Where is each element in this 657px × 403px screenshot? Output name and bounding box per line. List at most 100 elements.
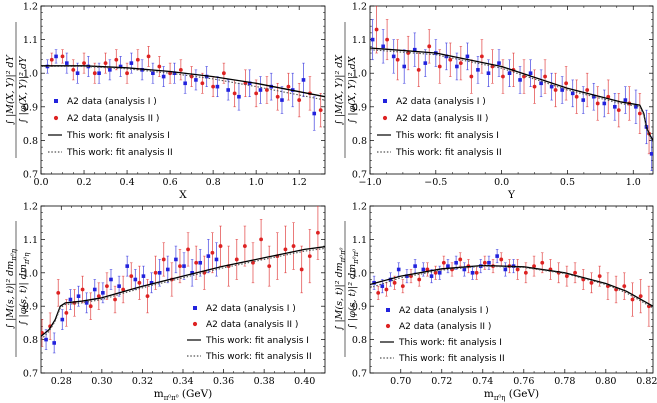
x-tick-label: 0.0 xyxy=(494,177,509,188)
data-point-square xyxy=(54,54,58,59)
legend-label: A2 data (analysis II ) xyxy=(399,322,491,332)
legend-entry-4: This work: fit analysis II xyxy=(48,148,173,158)
data-point-circle xyxy=(417,277,422,282)
plot-frame xyxy=(369,5,654,175)
data-point-circle xyxy=(573,270,577,275)
data-point-circle xyxy=(221,71,226,76)
data-point-circle xyxy=(392,280,397,285)
legend-label: This work: fit analysis I xyxy=(66,131,170,141)
x-tick-label: 0.80 xyxy=(595,376,616,387)
data-point-square xyxy=(45,64,50,69)
data-point-square xyxy=(613,105,617,109)
data-point-circle xyxy=(121,287,126,292)
legend-label: A2 data (analysis II ) xyxy=(67,114,159,124)
data-point-square xyxy=(421,267,426,272)
x-tick-label: 0.2 xyxy=(76,177,91,188)
data-point-square xyxy=(487,260,491,265)
data-point-square xyxy=(437,271,442,275)
data-point-square xyxy=(172,71,177,75)
data-point-square xyxy=(247,81,252,86)
data-point-circle xyxy=(307,254,312,258)
data-point-circle xyxy=(178,264,182,269)
data-point-circle xyxy=(441,260,446,265)
y-label-denominator: ∫ |φ(X, Y)|² dY xyxy=(18,55,29,123)
data-point-circle xyxy=(501,74,505,79)
plot-area xyxy=(370,249,653,327)
data-point-square xyxy=(151,71,155,75)
data-point-circle xyxy=(137,280,142,285)
data-point-square xyxy=(182,264,186,268)
data-point-square xyxy=(161,74,166,79)
data-point-circle xyxy=(114,57,119,62)
data-point-circle xyxy=(638,294,643,299)
plot-frame xyxy=(369,205,654,374)
data-point-circle xyxy=(515,267,520,272)
data-point-circle xyxy=(283,247,288,252)
data-point-square xyxy=(539,81,543,86)
data-point-square xyxy=(118,64,123,69)
data-point-square xyxy=(140,68,144,72)
data-point-circle xyxy=(297,98,302,102)
data-point-square xyxy=(215,84,220,89)
data-point-circle xyxy=(161,257,166,262)
data-point-circle xyxy=(316,230,320,235)
data-point-square xyxy=(125,264,130,268)
y-label-denominator: ∫ |φ(X, Y)|² dX xyxy=(347,55,358,123)
x-axis-label: Y xyxy=(507,189,516,201)
legend-entry-3: This work: fit analysis I xyxy=(380,338,502,348)
data-point-circle xyxy=(267,264,272,269)
data-point-circle xyxy=(49,57,54,62)
data-point-circle xyxy=(135,57,140,62)
data-point-circle xyxy=(202,270,207,275)
data-point-square xyxy=(280,98,284,102)
y-tick-label: 0.8 xyxy=(352,335,367,346)
data-point-square xyxy=(405,274,409,278)
data-point-square xyxy=(194,78,198,82)
data-point-square xyxy=(380,284,385,288)
data-point-circle xyxy=(427,44,432,49)
data-point-circle xyxy=(474,270,479,275)
y-tick-label: 1.2 xyxy=(352,2,367,13)
data-point-circle xyxy=(532,84,537,89)
series-data-1 xyxy=(44,239,219,354)
data-point-square xyxy=(44,337,48,342)
legend-label: A2 data (analysis I ) xyxy=(206,304,296,314)
legend-entry-3: This work: fit analysis I xyxy=(187,336,309,346)
data-point-circle xyxy=(395,57,400,62)
data-point-circle xyxy=(523,270,528,275)
legend-entry-4: This work: fit analysis II xyxy=(377,148,502,158)
data-point-square xyxy=(108,68,112,72)
data-point-square xyxy=(183,81,187,86)
data-point-circle xyxy=(425,267,430,272)
y-tick-label: 0.7 xyxy=(23,369,38,380)
data-point-circle xyxy=(595,101,600,106)
data-point-circle xyxy=(211,84,216,89)
data-point-square xyxy=(133,277,138,282)
y-axis-label: ∫ |M(s, t)|² dmπ⁰η​∫ |φ(s, t)| dmπ⁰η​ xyxy=(5,221,31,357)
legend-entry-3: This work: fit analysis I xyxy=(48,131,170,141)
y-label-numerator: ∫ |M(s, t)|² dmπ⁰π⁰​ xyxy=(334,247,347,330)
fit-line-analysis-II xyxy=(370,265,653,309)
legend-marker-square xyxy=(386,308,390,312)
data-point-square xyxy=(117,284,121,288)
y-axis-label: ∫ |M(X, Y)|² dY ∫ |φ(X, Y)|² dY xyxy=(5,22,29,158)
x-tick-label: 0.72 xyxy=(431,376,452,387)
x-tick-label: 0.36 xyxy=(213,376,234,387)
y-tick-label: 1.0 xyxy=(352,69,367,80)
series-data-1 xyxy=(370,19,653,171)
chart-panel-dX: −1.0 −0.5 0.0 0.5 1.0 0.7 0.8 0.9 1.0 1.1 1.2 A2 da… xyxy=(334,2,654,201)
y-tick-label: 0.8 xyxy=(23,136,38,147)
data-point-square xyxy=(623,98,628,102)
y-tick-label: 1.2 xyxy=(23,202,38,213)
x-tick-label: 1.2 xyxy=(292,177,307,188)
data-point-circle xyxy=(242,244,247,248)
data-point-circle xyxy=(448,57,453,62)
x-tick-label: 0.76 xyxy=(513,376,534,387)
legend-entry-1: A2 data (analysis I ) xyxy=(54,97,157,107)
data-point-circle xyxy=(589,280,594,285)
y-axis-label: ∫ |M(X, Y)|² dX ∫ |φ(X, Y)|² dX xyxy=(334,22,358,158)
legend-entry-1: A2 data (analysis I ) xyxy=(386,306,489,316)
data-point-circle xyxy=(56,290,61,295)
data-point-circle xyxy=(564,81,569,86)
y-axis-label: ∫ |M(s, t)|² dmπ⁰π⁰​∫ |φ(s, t)|² dmπ⁰π⁰​ xyxy=(334,221,360,357)
